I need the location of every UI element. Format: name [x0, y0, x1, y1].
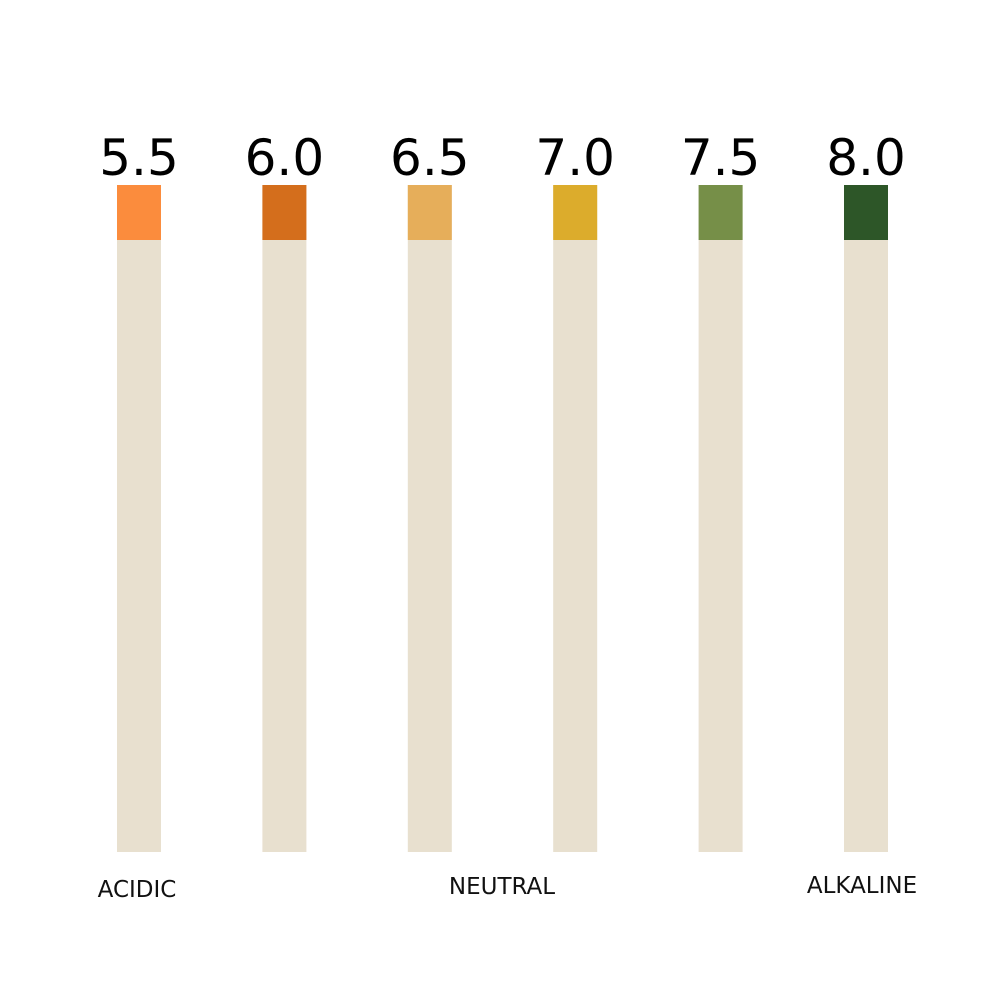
test-strip [407, 185, 452, 852]
test-strip [262, 185, 307, 852]
ph-label: 7.0 [535, 129, 615, 187]
ph-label: 8.0 [826, 129, 906, 187]
color-pad [844, 185, 888, 240]
test-strip [553, 185, 598, 852]
scale-label: ACIDIC [98, 877, 177, 903]
ph-label: 6.5 [390, 129, 470, 187]
ph-label: 7.5 [681, 129, 761, 187]
color-pad [407, 185, 452, 240]
test-strip [844, 185, 888, 852]
scale-label: ALKALINE [807, 873, 917, 899]
ph-label: 6.0 [245, 129, 325, 187]
test-strip [117, 185, 161, 852]
color-pad [553, 185, 598, 240]
color-pad [698, 185, 743, 240]
ph-label: 5.5 [99, 129, 179, 187]
scale-label: NEUTRAL [449, 874, 555, 900]
color-pad [262, 185, 307, 240]
color-pad [117, 185, 161, 240]
test-strip [698, 185, 743, 852]
